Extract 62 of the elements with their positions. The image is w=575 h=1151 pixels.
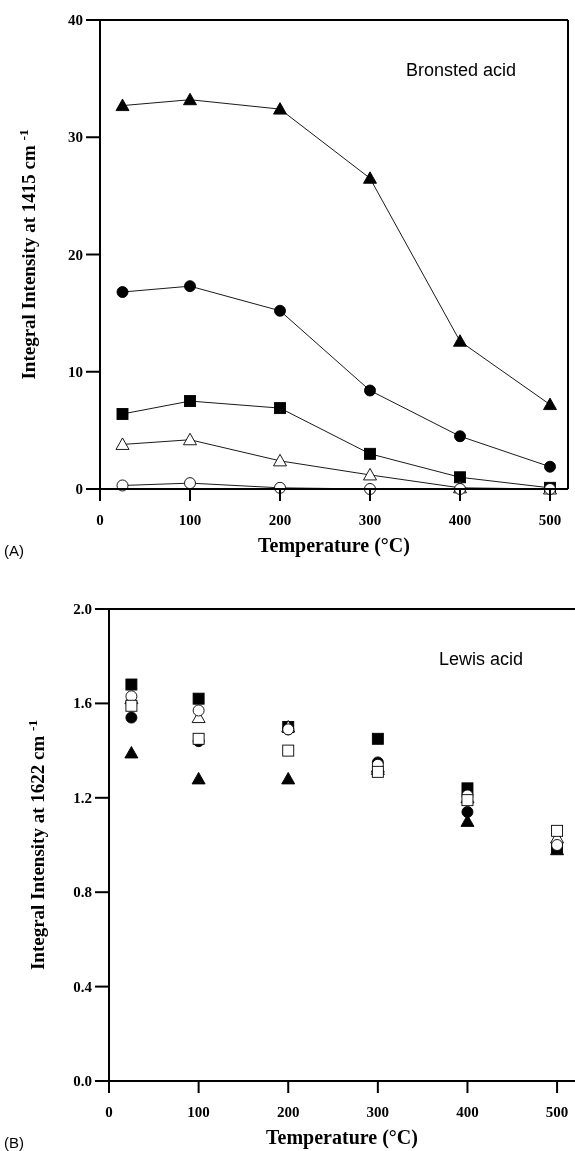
x-axis-title: Temperature (°C) — [266, 1126, 418, 1149]
x-tick-label: 400 — [448, 512, 472, 528]
point — [363, 171, 377, 184]
x-tick-label: 500 — [538, 512, 562, 528]
y-tick-label: 0.4 — [73, 978, 93, 995]
x-tick-label: 100 — [178, 512, 202, 528]
x-tick-label: 300 — [358, 512, 382, 528]
point — [364, 384, 376, 397]
y-tick-label: 2.0 — [73, 601, 92, 617]
y-tick-label: 30 — [68, 129, 83, 146]
point — [183, 92, 197, 106]
x-tick-label: 400 — [456, 1104, 479, 1120]
point — [116, 408, 129, 420]
x-tick-label: 300 — [366, 1104, 390, 1120]
point — [115, 437, 130, 450]
text: (A) — [4, 542, 24, 559]
annotation: Bronsted acid — [405, 60, 516, 80]
x-tick-label: 100 — [187, 1104, 210, 1120]
point — [453, 334, 467, 347]
x-tick-label: 200 — [276, 1104, 300, 1120]
point — [192, 692, 205, 705]
point — [281, 771, 296, 785]
y-tick-label: 40 — [68, 12, 83, 28]
y-tick-label: 1.6 — [73, 695, 93, 712]
y-tick-label: 10 — [68, 363, 83, 380]
x-tick-label: 0 — [105, 1104, 113, 1120]
point — [125, 711, 138, 724]
point — [273, 102, 287, 115]
text: (B) — [4, 1134, 24, 1151]
point — [454, 471, 466, 484]
point — [116, 286, 129, 298]
x-axis-title: Temperature (°C) — [258, 534, 410, 557]
point — [544, 460, 556, 473]
point — [461, 806, 474, 818]
x-tick-label: 0 — [96, 512, 104, 528]
point — [124, 746, 139, 759]
point — [282, 744, 295, 757]
annotation: Lewis acid — [438, 649, 523, 669]
point — [371, 732, 384, 745]
y-tick-label: 0 — [75, 481, 83, 497]
point — [125, 678, 138, 691]
point — [184, 280, 196, 293]
point — [454, 430, 466, 443]
point — [115, 98, 130, 112]
point — [363, 467, 377, 481]
point — [364, 447, 376, 460]
point — [183, 432, 197, 446]
point — [184, 395, 196, 408]
point — [273, 453, 287, 467]
y-tick-label: 1.2 — [73, 789, 92, 806]
point — [274, 402, 286, 415]
x-tick-label: 200 — [268, 512, 292, 528]
y-tick-label: 0.0 — [73, 1073, 92, 1089]
point — [191, 771, 206, 785]
point — [543, 397, 557, 411]
y-tick-label: 0.8 — [73, 884, 92, 901]
x-tick-label: 500 — [545, 1104, 569, 1120]
point — [461, 794, 474, 807]
point — [274, 304, 286, 317]
y-tick-label: 20 — [68, 246, 83, 263]
point — [551, 824, 564, 837]
point — [125, 699, 138, 712]
